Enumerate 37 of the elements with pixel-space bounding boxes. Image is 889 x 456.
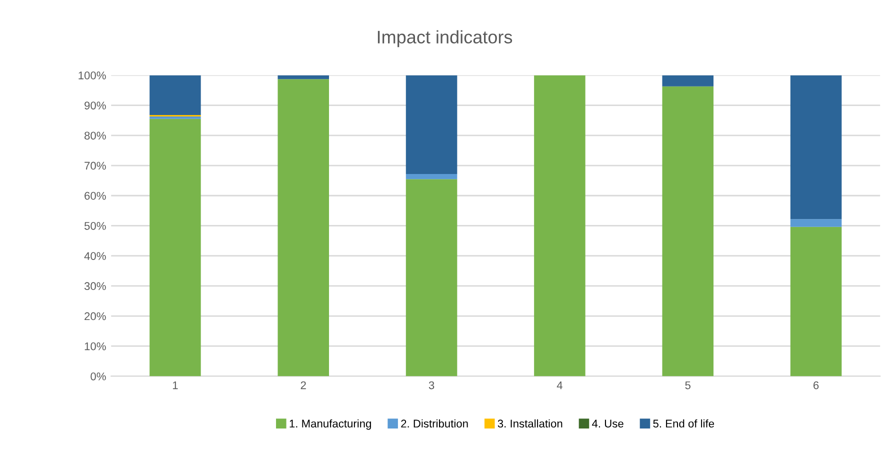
bar: [150, 75, 201, 115]
bar: [406, 179, 458, 376]
bar: [790, 226, 842, 376]
bar: [150, 116, 201, 119]
y-tick-label: 60%: [84, 192, 106, 200]
bar: [406, 75, 458, 174]
y-tick-label: 20%: [84, 312, 106, 320]
bar: [406, 174, 458, 180]
legend-label: 4. Use: [592, 420, 624, 428]
y-tick-label: 70%: [84, 162, 106, 170]
legend-label: 3. Installation: [498, 419, 562, 428]
bar: [534, 75, 586, 376]
y-tick-label: 10%: [84, 342, 106, 350]
y-tick-label: 90%: [84, 102, 106, 110]
y-tick-label: 50%: [84, 222, 106, 230]
legend-label: 5. End of life: [653, 419, 714, 428]
x-tick-label: 4: [556, 381, 562, 390]
legend-label: 1. Manufacturing: [290, 419, 371, 430]
y-tick-label: 100%: [78, 72, 106, 80]
legend-label: 2. Distribution: [401, 419, 468, 428]
x-tick-label: 2: [300, 381, 306, 390]
x-tick-label: 5: [685, 381, 690, 390]
x-tick-label: 3: [428, 381, 434, 390]
x-tick-label: 1: [172, 381, 178, 390]
y-tick-label: 40%: [84, 252, 106, 260]
x-tick-label: 6: [814, 381, 819, 390]
bar: [790, 219, 842, 227]
bar: [150, 118, 201, 376]
y-tick-label: 0%: [90, 372, 106, 380]
y-tick-label: 80%: [84, 132, 106, 140]
chart-title: Impact indicators: [378, 30, 512, 48]
bar: [662, 75, 714, 86]
bar: [278, 75, 330, 80]
bar: [662, 86, 714, 376]
y-tick-label: 30%: [84, 282, 106, 290]
bar: [278, 79, 330, 376]
bar: [790, 75, 842, 220]
